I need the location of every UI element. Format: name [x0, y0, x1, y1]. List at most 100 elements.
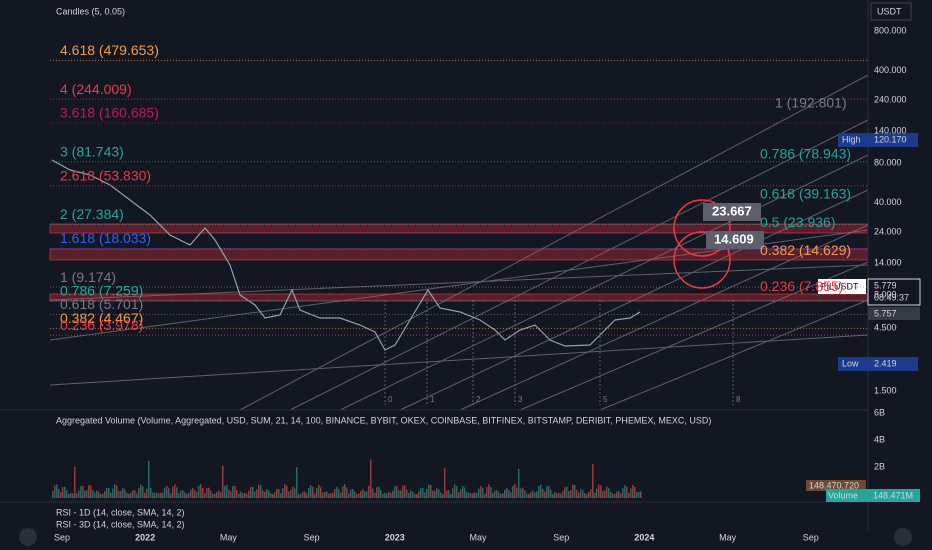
volume-bar: [382, 493, 384, 498]
volume-bar: [386, 493, 388, 498]
volume-bar: [628, 492, 630, 498]
volume-bar: [220, 492, 222, 498]
volume-bar: [254, 491, 256, 498]
low-value: 2.419: [874, 358, 897, 368]
volume-bar: [168, 488, 170, 498]
volume-bar: [184, 492, 186, 498]
volume-bar: [454, 484, 456, 498]
volume-bar: [618, 491, 620, 498]
volume-bar: [416, 493, 418, 498]
price-tick: 8.000: [874, 289, 897, 299]
volume-bar: [106, 487, 108, 498]
volume-bar: [246, 493, 248, 498]
volume-bar: [502, 493, 504, 498]
volume-bar: [228, 489, 230, 498]
volume-bar: [404, 485, 406, 498]
time-label: 2024: [634, 532, 654, 542]
settings-button[interactable]: [894, 528, 912, 546]
volume-bar: [156, 492, 158, 498]
fib-label: 2.618 (53.830): [60, 167, 151, 183]
volume-bar: [414, 493, 416, 498]
fib-label: 4.618 (479.653): [60, 42, 159, 58]
volume-bar: [296, 467, 298, 498]
volume-bar: [418, 491, 420, 498]
high-value: 120.170: [874, 134, 907, 144]
volume-bar: [274, 491, 276, 498]
volume-bar: [460, 489, 462, 498]
volume-bar: [294, 488, 296, 498]
volume-bar: [92, 490, 94, 498]
volume-bar: [578, 492, 580, 498]
volume-badge: [826, 489, 868, 502]
volume-tick: 6B: [874, 407, 885, 417]
volume-bar: [462, 485, 464, 498]
volume-bar: [208, 487, 210, 498]
volume-bar: [506, 487, 508, 498]
volume-bar: [532, 490, 534, 498]
volume-bar: [64, 486, 66, 498]
volume-bar: [76, 493, 78, 498]
prev-price-box: [868, 307, 920, 320]
volume-bar: [458, 492, 460, 498]
volume-bars: [52, 459, 642, 498]
volume-bar: [368, 485, 370, 498]
volume-bar: [562, 491, 564, 498]
volume-bar: [70, 492, 72, 498]
volume-bar: [332, 492, 334, 498]
low-badge: [838, 357, 868, 371]
price-tick: 140.000: [874, 125, 907, 135]
time-label: May: [719, 532, 737, 542]
volume-bar: [448, 490, 450, 498]
volume-bar: [138, 487, 140, 498]
volume-bar: [238, 493, 240, 498]
volume-bar: [120, 490, 122, 498]
volume-bar: [588, 492, 590, 498]
volume-bar: [338, 489, 340, 498]
volume-bar: [356, 493, 358, 498]
volume-bar: [226, 485, 228, 498]
volume-bar: [110, 492, 112, 498]
volume-bar: [244, 492, 246, 498]
volume-bar: [596, 488, 598, 498]
volume-bar: [130, 492, 132, 498]
volume-bar: [292, 486, 294, 498]
volume-bar: [104, 490, 106, 498]
volume-bar: [478, 488, 480, 498]
volume-bar: [494, 490, 496, 498]
volume-bar: [564, 487, 566, 498]
volume-bar: [320, 487, 322, 498]
volume-bar: [116, 485, 118, 498]
volume-bar: [598, 484, 600, 498]
zoom-button[interactable]: [19, 528, 37, 546]
volume-value: 148.471M: [873, 490, 913, 500]
volume-bar: [80, 486, 82, 498]
volume-bar: [378, 486, 380, 498]
time-label: 2022: [135, 532, 155, 542]
volume-bar: [342, 486, 344, 498]
volume-bar: [638, 491, 640, 498]
fib-label: 0.786 (78.943): [760, 145, 851, 161]
volume-bar: [408, 492, 410, 498]
volume-bar: [604, 490, 606, 498]
volume-bar: [402, 485, 404, 498]
volume-bar: [426, 489, 428, 498]
volume-bar: [632, 485, 634, 498]
time-zone: 2: [476, 395, 481, 404]
volume-bar: [492, 492, 494, 498]
callout: 23.667: [712, 203, 752, 218]
volume-bar: [88, 485, 90, 498]
time-label: May: [220, 532, 238, 542]
volume-bar: [540, 484, 542, 498]
volume-bar: [60, 492, 62, 498]
volume-bar: [122, 487, 124, 498]
volume-bar: [608, 488, 610, 498]
volume-bar: [178, 493, 180, 498]
volume-bar: [186, 493, 188, 498]
volume-bar: [52, 490, 54, 498]
volume-bar: [398, 490, 400, 498]
volume-bar: [196, 491, 198, 498]
volume-bar: [528, 493, 530, 498]
volume-bar: [536, 491, 538, 498]
price-tick: 1.500: [874, 385, 897, 395]
volume-bar: [444, 467, 446, 498]
